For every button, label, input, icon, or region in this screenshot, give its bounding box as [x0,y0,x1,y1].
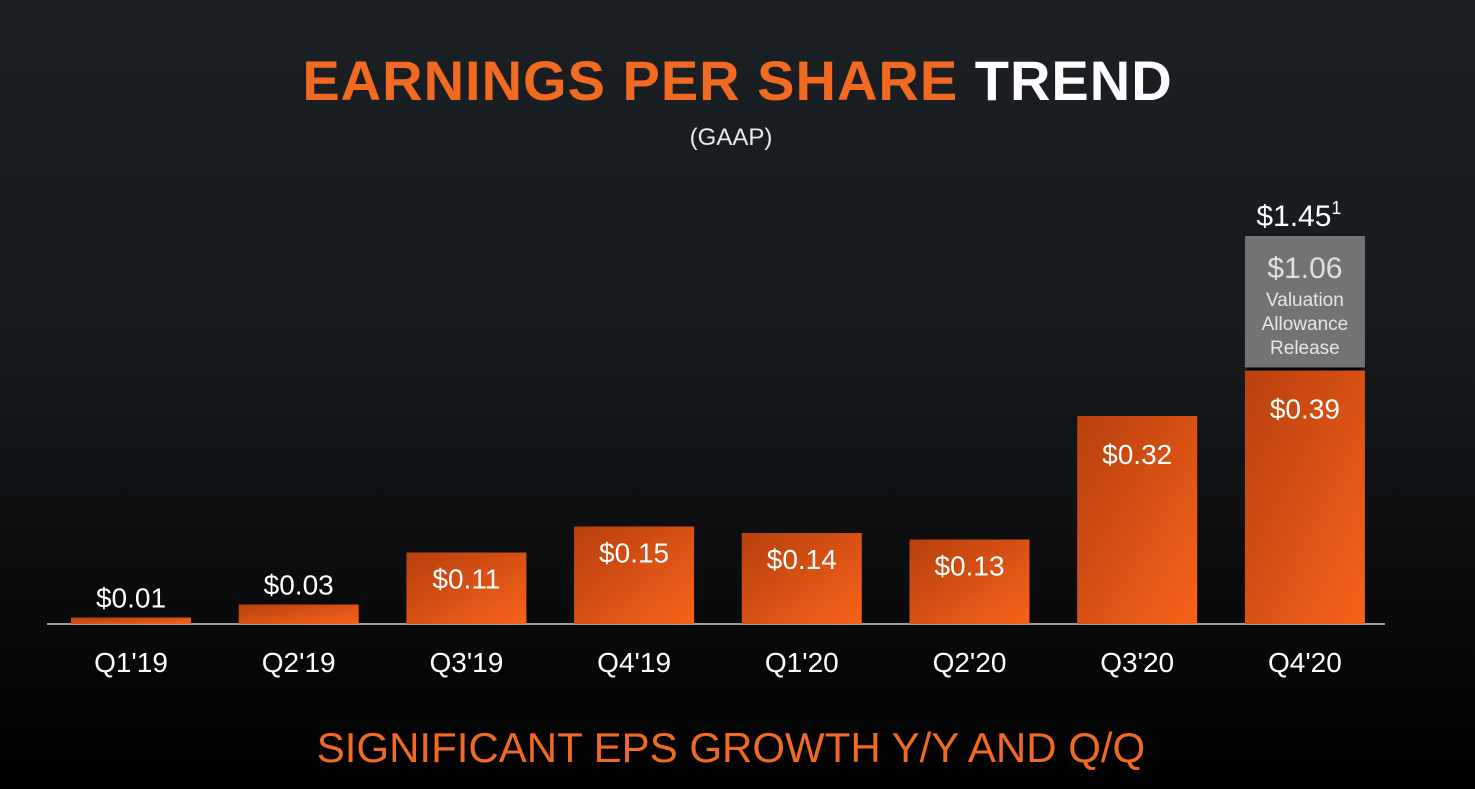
data-label: $0.11 [432,564,500,595]
chart-subtitle: (GAAP) [689,124,773,151]
data-label: $0.14 [767,544,837,575]
data-label: $0.03 [264,570,334,601]
bar [406,552,527,624]
segment-divider [1246,367,1363,371]
tick-label: Q4'20 [1268,647,1342,678]
tick-label: Q1'19 [94,647,168,678]
bar [909,539,1030,624]
bar [574,526,695,624]
bar [1244,370,1365,624]
bar [71,617,191,624]
total-label: $1.451 [1256,198,1341,233]
tick-label: Q4'19 [597,647,671,678]
extra-data-label: $1.06 [1267,252,1342,285]
data-label: $0.15 [599,538,669,569]
chart-footer: SIGNIFICANT EPS GROWTH Y/Y AND Q/Q [316,724,1146,771]
data-label: $0.13 [934,551,1004,582]
extra-description: Release [1270,338,1340,359]
bar [741,533,862,624]
bar [238,604,359,624]
bar [1077,416,1198,624]
tick-label: Q1'20 [765,647,839,678]
chart-title: EARNINGS PER SHARE TREND [302,49,1173,112]
extra-description: Allowance [1262,314,1349,335]
bar-segment-extra [1244,236,1365,368]
data-label: $0.32 [1102,439,1172,470]
extra-description: Valuation [1266,290,1344,311]
data-label: $0.39 [1270,394,1340,425]
tick-label: Q2'19 [262,647,336,678]
tick-label: Q3'19 [429,647,503,678]
tick-label: Q2'20 [933,647,1007,678]
tick-label: Q3'20 [1100,647,1174,678]
data-label: $0.01 [96,583,166,614]
